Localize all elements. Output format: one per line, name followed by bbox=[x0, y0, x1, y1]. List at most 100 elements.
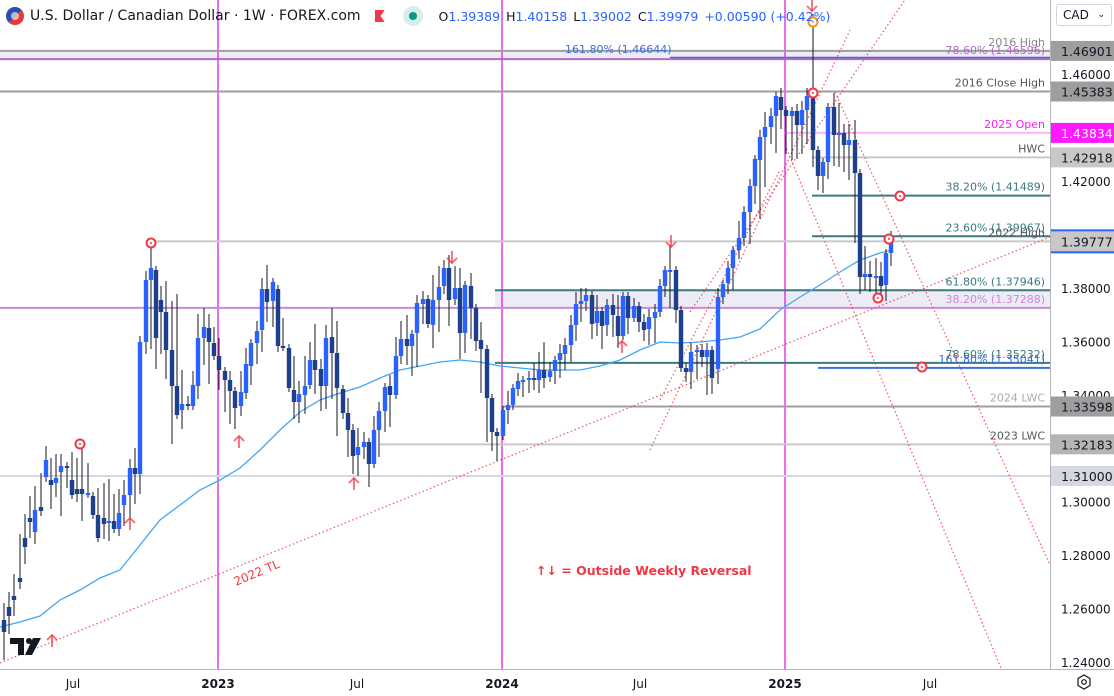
candle-up[interactable] bbox=[620, 296, 626, 336]
price-axis[interactable]: 1.460001.420001.380001.360001.340001.300… bbox=[1050, 0, 1114, 692]
candle-up[interactable] bbox=[573, 304, 579, 325]
candle-down[interactable] bbox=[1, 620, 7, 632]
candle-up[interactable] bbox=[873, 276, 879, 278]
candle-up[interactable] bbox=[804, 96, 810, 110]
candle-up[interactable] bbox=[741, 212, 747, 238]
candle-up[interactable] bbox=[323, 338, 329, 386]
candle-down[interactable] bbox=[387, 386, 393, 395]
candle-down[interactable] bbox=[334, 353, 340, 388]
candle-down[interactable] bbox=[852, 140, 858, 173]
candle-up[interactable] bbox=[143, 280, 149, 342]
candle-down[interactable] bbox=[280, 346, 286, 348]
candle-down[interactable] bbox=[425, 299, 431, 324]
candle-down[interactable] bbox=[6, 607, 12, 616]
candle-down[interactable] bbox=[286, 348, 292, 388]
candle-up[interactable] bbox=[836, 133, 842, 135]
candle-up[interactable] bbox=[452, 288, 458, 299]
candle-up[interactable] bbox=[259, 289, 265, 330]
candle-up[interactable] bbox=[747, 186, 753, 212]
tradingview-logo[interactable] bbox=[10, 638, 41, 655]
candle-down[interactable] bbox=[831, 107, 837, 135]
symbol-title[interactable]: U.S. Dollar / Canadian Dollar · 1W · FOR… bbox=[30, 8, 361, 24]
candle-up[interactable] bbox=[520, 380, 526, 382]
candle-down[interactable] bbox=[615, 316, 621, 336]
candle-up[interactable] bbox=[820, 162, 826, 176]
candle-up[interactable] bbox=[652, 312, 658, 318]
candle-down[interactable] bbox=[185, 404, 191, 406]
candle-down[interactable] bbox=[169, 350, 175, 386]
candle-up[interactable] bbox=[254, 331, 260, 343]
candle-down[interactable] bbox=[589, 295, 595, 324]
candle-down[interactable] bbox=[815, 150, 821, 176]
candle-up[interactable] bbox=[238, 392, 244, 406]
candle-down[interactable] bbox=[673, 270, 679, 310]
candle-up[interactable] bbox=[441, 268, 447, 286]
candle-up[interactable] bbox=[500, 410, 506, 436]
candle-up[interactable] bbox=[862, 274, 868, 277]
candle-up[interactable] bbox=[846, 140, 852, 145]
candle-down[interactable] bbox=[11, 596, 17, 600]
candle-up[interactable] bbox=[430, 300, 436, 325]
candle-up[interactable] bbox=[568, 325, 574, 345]
candle-down[interactable] bbox=[350, 430, 356, 456]
candle-down[interactable] bbox=[264, 289, 270, 302]
candle-up[interactable] bbox=[773, 96, 779, 116]
candle-up[interactable] bbox=[243, 364, 249, 393]
candle-up[interactable] bbox=[505, 405, 511, 410]
candle-down[interactable] bbox=[48, 480, 54, 485]
candle-up[interactable] bbox=[510, 388, 516, 405]
candle-up[interactable] bbox=[409, 334, 415, 346]
candle-down[interactable] bbox=[111, 521, 117, 529]
gear-icon[interactable] bbox=[1076, 674, 1092, 690]
moving-average-line[interactable] bbox=[0, 249, 893, 628]
candle-up[interactable] bbox=[414, 303, 420, 333]
candle-up[interactable] bbox=[688, 352, 694, 372]
candle-up[interactable] bbox=[762, 127, 768, 137]
candle-up[interactable] bbox=[462, 285, 468, 333]
candle-up[interactable] bbox=[398, 339, 404, 356]
candle-down[interactable] bbox=[329, 337, 335, 353]
candle-down[interactable] bbox=[625, 296, 631, 318]
candle-down[interactable] bbox=[227, 380, 233, 391]
candle-down[interactable] bbox=[541, 370, 547, 378]
candle-down[interactable] bbox=[457, 288, 463, 333]
candle-up[interactable] bbox=[730, 250, 736, 268]
candle-down[interactable] bbox=[709, 350, 715, 378]
candle-down[interactable] bbox=[222, 371, 228, 380]
candle-up[interactable] bbox=[179, 404, 185, 410]
candle-down[interactable] bbox=[275, 289, 281, 346]
candle-up[interactable] bbox=[137, 342, 143, 474]
candle-up[interactable] bbox=[552, 360, 558, 371]
candle-up[interactable] bbox=[757, 137, 763, 160]
candle-down[interactable] bbox=[683, 368, 689, 372]
candle-up[interactable] bbox=[302, 386, 308, 395]
candle-down[interactable] bbox=[599, 311, 605, 326]
candle-down[interactable] bbox=[95, 515, 101, 538]
candle-down[interactable] bbox=[699, 350, 705, 357]
candle-up[interactable] bbox=[789, 111, 795, 116]
candle-down[interactable] bbox=[641, 322, 647, 330]
candle-up[interactable] bbox=[768, 116, 774, 127]
candle-up[interactable] bbox=[646, 317, 652, 329]
time-axis[interactable]: Jul 2023 Jul 2024 Jul 2025 Jul bbox=[0, 669, 1114, 692]
candle-down[interactable] bbox=[404, 339, 410, 346]
candle-up[interactable] bbox=[420, 299, 426, 304]
candle-down[interactable] bbox=[810, 96, 816, 150]
candle-up[interactable] bbox=[557, 353, 563, 360]
candle-down[interactable] bbox=[610, 305, 616, 315]
candle-down[interactable] bbox=[38, 507, 44, 511]
candle-up[interactable] bbox=[562, 345, 568, 354]
candle-up[interactable] bbox=[43, 460, 49, 477]
candle-up[interactable] bbox=[526, 378, 532, 380]
candle-up[interactable] bbox=[604, 305, 610, 325]
candle-up[interactable] bbox=[127, 468, 133, 495]
candle-up[interactable] bbox=[515, 381, 521, 389]
candle-up[interactable] bbox=[355, 447, 361, 455]
candle-up[interactable] bbox=[382, 387, 388, 411]
candle-up[interactable] bbox=[201, 327, 207, 338]
red-flag-marker-icon[interactable] bbox=[374, 10, 385, 22]
candle-down[interactable] bbox=[531, 378, 537, 380]
candle-down[interactable] bbox=[64, 466, 70, 468]
candle-up[interactable] bbox=[121, 495, 127, 505]
candle-up[interactable] bbox=[376, 411, 382, 430]
